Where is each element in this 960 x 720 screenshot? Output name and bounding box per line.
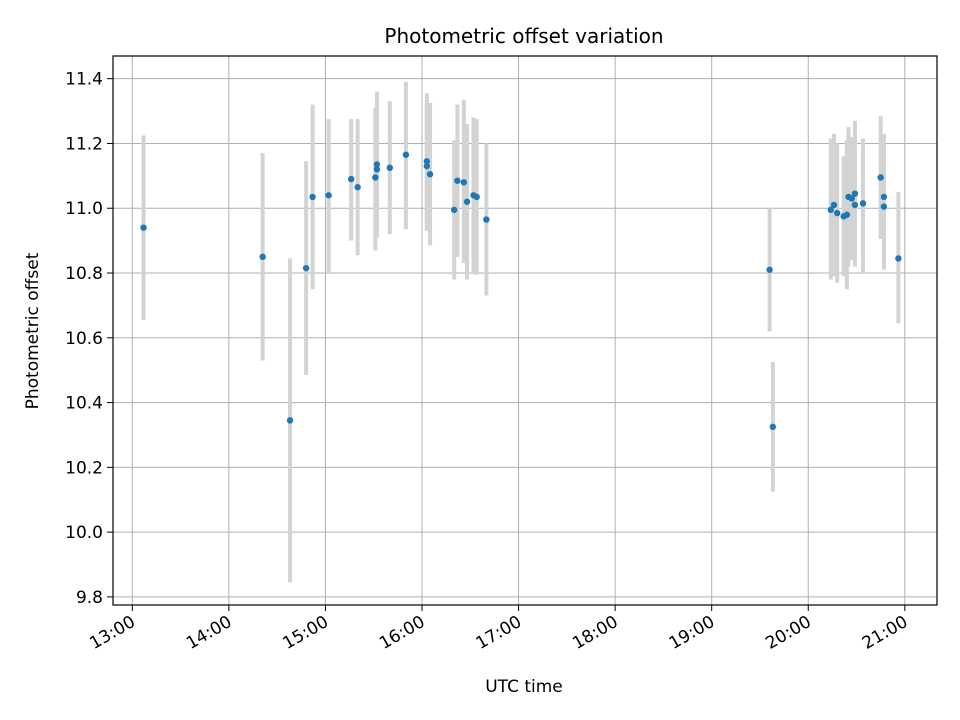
data-point xyxy=(830,201,838,209)
x-tick-label: 17:00 xyxy=(473,612,525,654)
data-point xyxy=(483,216,490,223)
data-point xyxy=(423,162,431,170)
data-point xyxy=(386,164,394,171)
data-point xyxy=(373,166,381,173)
data-point xyxy=(354,183,361,191)
data-point xyxy=(347,175,355,183)
y-tick-label: 11.2 xyxy=(65,134,103,154)
data-point xyxy=(843,211,851,218)
data-point xyxy=(140,224,147,231)
data-point xyxy=(309,193,316,201)
data-point xyxy=(859,200,867,207)
plot-frame xyxy=(112,55,938,606)
x-tick-label: 14:00 xyxy=(183,612,235,654)
data-point xyxy=(463,198,471,205)
data-point xyxy=(848,195,855,202)
data-point xyxy=(834,209,841,217)
data-point xyxy=(460,179,468,186)
x-axis-ticks: 13:00 14:00 15:00 16:00 17:00 18:00 19:00 20:00… xyxy=(86,605,911,654)
data-point xyxy=(373,161,381,168)
data-point xyxy=(877,174,884,181)
data-point xyxy=(895,255,902,262)
x-axis-label: UTC time xyxy=(485,677,563,697)
y-tick-label: 10.8 xyxy=(65,264,103,284)
data-point xyxy=(402,151,410,158)
y-tick-label: 10.6 xyxy=(65,329,103,349)
data-point xyxy=(766,266,773,273)
data-point xyxy=(827,206,834,214)
data-point xyxy=(286,417,294,424)
data-point xyxy=(426,171,434,178)
y-axis-label: Photometric offset xyxy=(23,252,43,409)
data-point xyxy=(302,264,310,272)
x-tick-label: 18:00 xyxy=(569,612,621,654)
data-point xyxy=(769,423,777,431)
data-points xyxy=(140,151,902,431)
y-tick-label: 10.4 xyxy=(65,394,103,414)
data-point xyxy=(423,158,431,165)
grid xyxy=(113,56,937,605)
y-axis-ticks: 9.8 10.0 10.2 10.4 10.6 10.8 11.0 11.2 11.4 xyxy=(65,70,113,608)
data-point xyxy=(450,206,458,214)
data-point xyxy=(851,201,859,209)
data-point xyxy=(473,193,480,201)
x-tick-label: 20:00 xyxy=(762,612,814,654)
data-point xyxy=(259,253,266,261)
error-bars xyxy=(141,81,901,583)
y-tick-label: 10.0 xyxy=(65,523,103,543)
x-tick-label: 15:00 xyxy=(280,612,332,654)
data-point xyxy=(851,190,859,197)
y-tick-label: 10.2 xyxy=(65,458,103,478)
data-point xyxy=(372,174,379,181)
x-tick-label: 19:00 xyxy=(666,612,718,654)
y-tick-label: 11.4 xyxy=(65,70,103,90)
x-tick-label: 13:00 xyxy=(86,612,138,654)
data-point xyxy=(880,203,888,210)
y-tick-label: 11.0 xyxy=(65,199,103,219)
x-tick-label: 16:00 xyxy=(376,612,428,654)
data-point xyxy=(880,193,888,201)
chart-title: Photometric offset variation xyxy=(384,24,663,48)
y-tick-label: 9.8 xyxy=(76,588,103,608)
x-tick-label: 21:00 xyxy=(859,612,911,654)
data-point xyxy=(454,177,461,184)
data-point xyxy=(325,192,332,199)
